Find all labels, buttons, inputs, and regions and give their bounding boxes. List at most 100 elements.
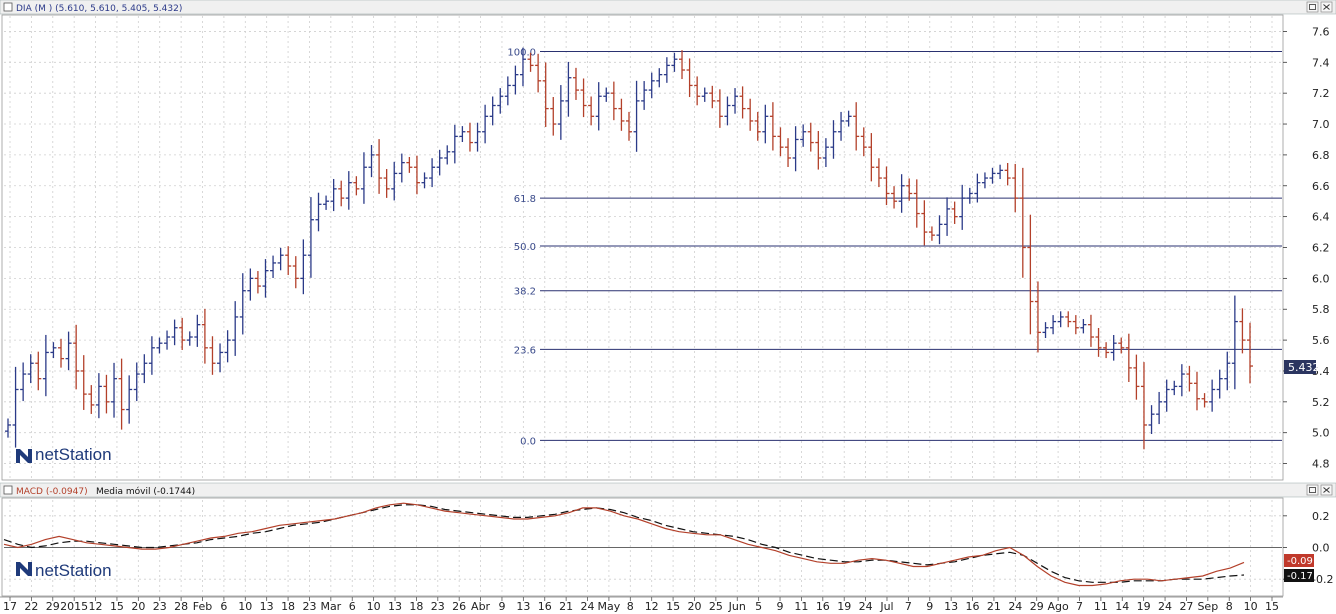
ohlc-bar bbox=[686, 58, 693, 98]
ohlc-bar bbox=[792, 126, 799, 172]
ohlc-bar bbox=[747, 98, 754, 131]
ohlc-bar bbox=[436, 149, 443, 176]
x-tick-label: 14 bbox=[1115, 600, 1129, 613]
ohlc-bar bbox=[936, 215, 943, 245]
ohlc-bar bbox=[603, 87, 610, 102]
ohlc-bar bbox=[217, 343, 224, 373]
macd-value-marker: -0.09 bbox=[1284, 554, 1314, 567]
ohlc-bar bbox=[906, 178, 913, 201]
signal-title: Media móvil (-0.1744) bbox=[96, 486, 195, 497]
ohlc-bar bbox=[974, 173, 981, 203]
price-tick-label: 7.0 bbox=[1312, 118, 1330, 131]
ohlc-bar bbox=[88, 385, 95, 414]
ohlc-bar bbox=[118, 358, 125, 430]
price-panel-title: DIA (M ) (5.610, 5.610, 5.405, 5.432) bbox=[16, 4, 182, 14]
ohlc-bar bbox=[1125, 333, 1132, 383]
ohlc-bar bbox=[921, 200, 928, 246]
x-tick-label: 13 bbox=[944, 600, 958, 613]
price-tick-label: 6.6 bbox=[1312, 180, 1330, 193]
ohlc-bar bbox=[201, 308, 208, 364]
x-tick-label: 26 bbox=[452, 600, 466, 613]
ohlc-bar bbox=[323, 195, 330, 210]
fib-label: 0.0 bbox=[520, 436, 536, 447]
ohlc-bar bbox=[648, 72, 655, 99]
ohlc-bar bbox=[709, 85, 716, 109]
ohlc-bar bbox=[254, 271, 261, 294]
ohlc-bar bbox=[406, 156, 413, 173]
ohlc-bar bbox=[1224, 351, 1231, 391]
ohlc-bar bbox=[1103, 342, 1110, 359]
price-tick-label: 7.2 bbox=[1312, 87, 1330, 100]
ohlc-bar bbox=[360, 152, 367, 204]
ohlc-bar bbox=[898, 174, 905, 213]
x-tick-label: 23 bbox=[153, 600, 167, 613]
macd-tick-label: 0.0 bbox=[1312, 542, 1330, 555]
ohlc-bar bbox=[1163, 379, 1170, 412]
macd-line bbox=[3, 502, 1245, 587]
ohlc-bar bbox=[95, 373, 102, 419]
x-tick-label: 16 bbox=[538, 600, 552, 613]
ohlc-bar bbox=[497, 88, 504, 114]
x-tick-label: 28 bbox=[174, 600, 188, 613]
ohlc-bar bbox=[35, 351, 42, 391]
ohlc-bar bbox=[739, 86, 746, 119]
ohlc-bar bbox=[981, 172, 988, 189]
panel-icon bbox=[3, 2, 13, 12]
price-tick-label: 6.8 bbox=[1312, 149, 1330, 162]
x-tick-label: 24 bbox=[1008, 600, 1022, 613]
x-tick-label: 11 bbox=[794, 600, 808, 613]
close-icon[interactable] bbox=[1320, 1, 1333, 13]
ohlc-bar bbox=[12, 366, 19, 448]
signal-value-marker: -0.17 bbox=[1284, 569, 1314, 582]
ohlc-bar bbox=[489, 96, 496, 126]
ohlc-bar bbox=[572, 67, 579, 100]
ohlc-bar bbox=[883, 166, 890, 206]
ohlc-bar bbox=[959, 184, 966, 230]
ohlc-bar bbox=[383, 169, 390, 198]
ohlc-bar bbox=[1110, 335, 1117, 361]
ohlc-bar bbox=[1004, 163, 1011, 186]
ohlc-bar bbox=[777, 127, 784, 157]
x-tick-label: 18 bbox=[281, 600, 295, 613]
macd-close-icon[interactable] bbox=[1320, 484, 1333, 496]
ohlc-bar bbox=[1050, 315, 1057, 335]
ohlc-bar bbox=[451, 124, 458, 164]
ohlc-bar bbox=[928, 226, 935, 241]
restore-icon[interactable] bbox=[1306, 1, 1319, 13]
ohlc-bar bbox=[1012, 163, 1019, 213]
x-tick-label: 11 bbox=[1094, 600, 1108, 613]
ohlc-bar bbox=[785, 138, 792, 168]
ohlc-bar bbox=[103, 374, 110, 414]
ohlc-bar bbox=[595, 82, 602, 131]
price-tick-label: 6.0 bbox=[1312, 272, 1330, 285]
ohlc-bar bbox=[1019, 167, 1026, 278]
ohlc-bar bbox=[421, 172, 428, 189]
ohlc-bar bbox=[73, 324, 80, 390]
x-tick-label: 9 bbox=[926, 600, 933, 613]
price-tick-label: 5.8 bbox=[1312, 303, 1330, 316]
x-tick-label: 9 bbox=[777, 600, 784, 613]
macd-restore-icon[interactable] bbox=[1306, 484, 1319, 496]
x-tick-label: Sep bbox=[1197, 600, 1218, 613]
ohlc-bar bbox=[186, 331, 193, 346]
x-tick-label: 20 bbox=[131, 600, 145, 613]
ohlc-bar bbox=[398, 153, 405, 183]
x-tick-label: 18 bbox=[409, 600, 423, 613]
ohlc-bar bbox=[277, 247, 284, 271]
ohlc-bar bbox=[391, 161, 398, 201]
ohlc-bar bbox=[148, 336, 155, 375]
price-tick-label: 5.4 bbox=[1312, 365, 1330, 378]
ohlc-bar bbox=[1178, 364, 1185, 397]
macd-watermark-text: netStation bbox=[35, 561, 112, 580]
last-price-label: 5.432 bbox=[1288, 361, 1320, 374]
ohlc-bar bbox=[1186, 365, 1193, 392]
ohlc-bar bbox=[133, 362, 140, 402]
ohlc-bar bbox=[1133, 354, 1140, 400]
ohlc-bar bbox=[997, 164, 1004, 180]
ohlc-bar bbox=[1201, 393, 1208, 408]
x-axis: 17 22 29 2015 12 15 20 23 28 Feb 6 10 13 18 23 Mar 6 10 13… bbox=[0, 596, 1283, 613]
ohlc-bar bbox=[754, 111, 761, 141]
macd-panel-header: MACD (-0.0947) Media móvil (-0.1744) bbox=[0, 482, 1336, 498]
fib-label: 100.0 bbox=[507, 47, 536, 58]
